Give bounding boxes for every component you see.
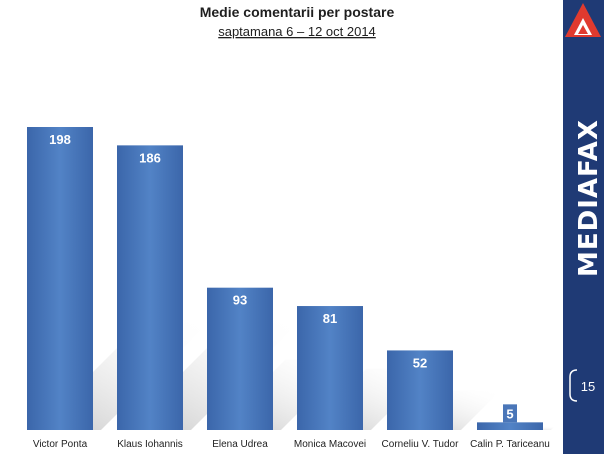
bar-shadows (35, 320, 555, 430)
bar-value-label: 198 (49, 132, 71, 147)
category-label: Monica Macovei (294, 439, 366, 450)
bar-value-label: 81 (323, 311, 337, 326)
bar (207, 287, 273, 430)
sidebar: MEDIAFAX 15 (563, 0, 604, 454)
bar-value-box (503, 404, 517, 423)
category-labels: Victor Ponta Klaus Iohannis Elena Udrea Mon… (33, 439, 550, 450)
category-label: Victor Ponta (33, 439, 88, 450)
bar (387, 350, 453, 430)
bar (477, 422, 543, 430)
mediafax-logo-icon (565, 3, 601, 37)
bar-value-label: 186 (139, 150, 161, 165)
chart-title: Medie comentarii per postare (200, 4, 395, 20)
category-label: Calin P. Tariceanu (470, 439, 550, 450)
bar (117, 145, 183, 430)
category-label: Elena Udrea (212, 439, 268, 450)
bar-value-label: 52 (413, 355, 427, 370)
page-number: 15 (581, 379, 595, 394)
bar (297, 306, 363, 430)
bar-value-label: 5 (506, 406, 513, 421)
bars (27, 127, 543, 430)
bar-value-labels: 198 186 93 81 52 5 (49, 132, 517, 423)
bar (27, 127, 93, 430)
bar-value-label: 93 (233, 293, 247, 308)
chart-subtitle: saptamana 6 – 12 oct 2014 (218, 24, 376, 39)
brand-name: MEDIAFAX (574, 119, 604, 277)
category-label: Corneliu V. Tudor (382, 439, 460, 450)
page-number-badge: 15 (569, 369, 595, 402)
category-label: Klaus Iohannis (117, 439, 183, 450)
